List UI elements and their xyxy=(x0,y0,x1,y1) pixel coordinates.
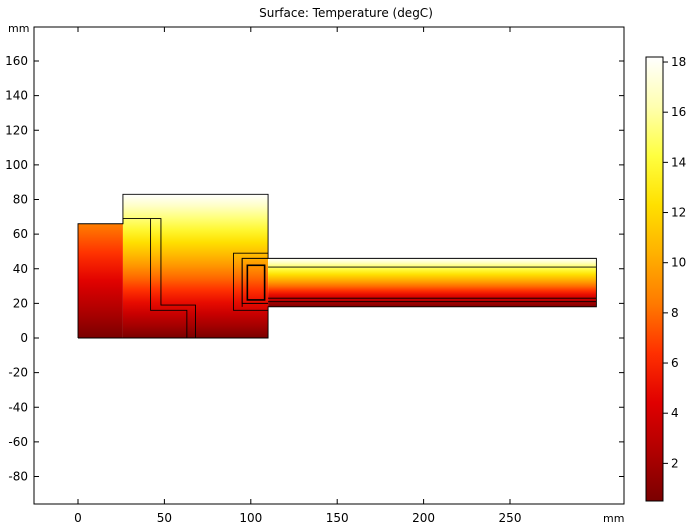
colorbar-tick-label: 14 xyxy=(671,155,686,169)
y-tick-label: -60 xyxy=(8,435,28,449)
y-tick-label: 40 xyxy=(13,262,28,276)
y-tick-label: 20 xyxy=(13,296,28,310)
y-tick-label: -40 xyxy=(8,400,28,414)
y-tick-label: -20 xyxy=(8,366,28,380)
colorbar-tick-label: 16 xyxy=(671,105,686,119)
x-tick-label: 150 xyxy=(326,511,349,525)
geometry-edge xyxy=(233,252,269,311)
colorbar-tick-label: 2 xyxy=(671,456,679,470)
plot-frame xyxy=(33,26,625,505)
geometry-edge xyxy=(150,218,196,338)
y-tick-label: 140 xyxy=(5,89,28,103)
y-unit-label: mm xyxy=(8,22,29,35)
x-tick-label: 0 xyxy=(74,511,82,525)
y-tick-label: 0 xyxy=(20,331,28,345)
chart-title: Surface: Temperature (degC) xyxy=(259,6,433,20)
colorbar-tick-label: 4 xyxy=(671,406,679,420)
colorbar-tick-label: 6 xyxy=(671,356,679,370)
y-tick-label: 60 xyxy=(13,227,28,241)
temperature-regions xyxy=(78,194,597,338)
y-tick-label: 120 xyxy=(5,123,28,137)
y-tick-label: 160 xyxy=(5,54,28,68)
colorbar-ticks: 18 16 14 12 10 8 6 4 2 xyxy=(663,55,686,470)
x-unit-label: mm xyxy=(603,512,624,525)
geometry-outlines xyxy=(77,193,597,339)
temperature-region xyxy=(78,223,123,338)
y-tick-label: 80 xyxy=(13,193,28,207)
y-tick-label: -80 xyxy=(8,470,28,484)
colorbar-tick-label: 10 xyxy=(671,256,686,270)
geometry-edge xyxy=(122,218,188,338)
colorbar-tick-label: 12 xyxy=(671,206,686,220)
colorbar-tick-label: 18 xyxy=(671,55,686,69)
x-tick-label: 50 xyxy=(157,511,172,525)
y-tick-label: 100 xyxy=(5,158,28,172)
inner-component-box xyxy=(246,264,266,301)
x-tick-label: 200 xyxy=(412,511,435,525)
x-tick-label: 250 xyxy=(499,511,522,525)
temperature-region xyxy=(268,258,597,307)
colorbar xyxy=(645,56,664,502)
colorbar-tick-label: 8 xyxy=(671,306,679,320)
x-tick-label: 100 xyxy=(239,511,262,525)
